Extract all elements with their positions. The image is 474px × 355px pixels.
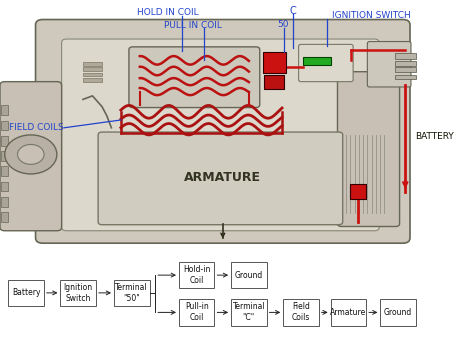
FancyBboxPatch shape <box>179 299 214 326</box>
FancyBboxPatch shape <box>179 262 214 288</box>
Bar <box>1 197 8 207</box>
FancyBboxPatch shape <box>129 47 260 108</box>
Text: 50: 50 <box>278 20 289 29</box>
Circle shape <box>18 144 44 164</box>
Bar <box>395 53 416 59</box>
Text: Ignition
Switch: Ignition Switch <box>64 283 93 303</box>
Bar <box>1 121 8 130</box>
FancyBboxPatch shape <box>114 280 149 306</box>
FancyBboxPatch shape <box>0 82 62 231</box>
Bar <box>395 75 416 79</box>
Text: ARMATURE: ARMATURE <box>184 171 261 184</box>
Bar <box>83 67 102 71</box>
Text: Field
Coils: Field Coils <box>292 302 310 322</box>
Text: HOLD IN COIL: HOLD IN COIL <box>137 8 198 17</box>
Text: IGNITION SWITCH: IGNITION SWITCH <box>332 11 410 21</box>
FancyBboxPatch shape <box>62 39 379 231</box>
Text: Ground: Ground <box>384 308 412 317</box>
FancyBboxPatch shape <box>98 132 343 225</box>
Text: C: C <box>290 6 296 16</box>
Bar <box>263 52 286 73</box>
Text: Terminal
"50": Terminal "50" <box>116 283 148 303</box>
Text: Pull-in
Coil: Pull-in Coil <box>185 302 209 322</box>
Bar <box>264 75 284 89</box>
Text: Battery: Battery <box>12 288 40 297</box>
Text: FIELD COILS: FIELD COILS <box>9 123 64 132</box>
Bar <box>83 62 102 66</box>
Bar <box>350 184 366 199</box>
Text: PULL IN COIL: PULL IN COIL <box>164 21 221 30</box>
Bar <box>1 105 8 115</box>
Bar <box>1 166 8 176</box>
Circle shape <box>5 135 57 174</box>
Text: BATTERY: BATTERY <box>415 132 454 141</box>
Bar <box>1 212 8 222</box>
FancyBboxPatch shape <box>61 280 96 306</box>
FancyBboxPatch shape <box>231 262 266 288</box>
Bar <box>83 78 102 82</box>
Bar <box>1 151 8 161</box>
FancyBboxPatch shape <box>380 299 416 326</box>
FancyBboxPatch shape <box>337 72 400 226</box>
FancyBboxPatch shape <box>331 299 366 326</box>
Bar <box>83 73 102 76</box>
Text: Hold-in
Coil: Hold-in Coil <box>183 265 210 285</box>
FancyBboxPatch shape <box>231 299 266 326</box>
FancyBboxPatch shape <box>299 44 353 82</box>
Bar <box>395 61 416 66</box>
Bar <box>1 182 8 191</box>
Bar <box>303 57 331 65</box>
Text: Ground: Ground <box>235 271 263 280</box>
FancyBboxPatch shape <box>283 299 319 326</box>
Bar <box>1 136 8 146</box>
Text: Armature: Armature <box>330 308 366 317</box>
FancyBboxPatch shape <box>8 280 44 306</box>
Text: Terminal
"C": Terminal "C" <box>233 302 265 322</box>
FancyBboxPatch shape <box>367 42 411 87</box>
FancyBboxPatch shape <box>36 20 410 243</box>
Bar <box>395 67 416 72</box>
